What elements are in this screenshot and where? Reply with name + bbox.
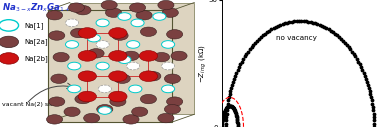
Circle shape: [118, 13, 131, 20]
Circle shape: [171, 51, 187, 61]
Circle shape: [78, 28, 96, 38]
Circle shape: [64, 107, 80, 116]
Circle shape: [49, 31, 65, 40]
Circle shape: [105, 8, 122, 17]
Circle shape: [65, 41, 79, 48]
Circle shape: [53, 52, 69, 62]
Text: no vacancy: no vacancy: [276, 35, 316, 41]
Text: Na$_{3-x}$Zn$_x$Ga$_{1+x}$S$_4$: Na$_{3-x}$Zn$_x$Ga$_{1+x}$S$_4$: [2, 1, 87, 14]
Circle shape: [88, 49, 104, 58]
Circle shape: [129, 85, 142, 93]
Circle shape: [167, 30, 183, 39]
Circle shape: [145, 72, 161, 81]
Circle shape: [109, 71, 127, 82]
Circle shape: [96, 41, 109, 48]
Circle shape: [87, 34, 101, 42]
Circle shape: [97, 105, 113, 114]
Circle shape: [110, 97, 126, 106]
Text: Na[2] vacancy
incorporated Na$_{2.8}$Zn$_{0.8}$Ga$_{1.2}$S$_4$: Na[2] vacancy incorporated Na$_{2.8}$Zn$…: [0, 126, 1, 127]
Circle shape: [158, 113, 174, 123]
Circle shape: [98, 107, 112, 114]
Circle shape: [96, 62, 109, 70]
Circle shape: [161, 85, 175, 93]
Circle shape: [132, 107, 148, 116]
Circle shape: [0, 36, 19, 48]
Circle shape: [98, 85, 112, 93]
Circle shape: [75, 94, 91, 104]
Circle shape: [96, 19, 109, 27]
Text: vacant Na(2) sites: vacant Na(2) sites: [2, 102, 60, 107]
Circle shape: [49, 97, 65, 106]
Text: Na[2a]: Na[2a]: [24, 38, 48, 45]
Circle shape: [167, 97, 183, 106]
Circle shape: [101, 0, 117, 10]
Text: Na[2b]: Na[2b]: [24, 55, 48, 62]
Circle shape: [123, 51, 139, 61]
Circle shape: [78, 91, 96, 102]
Circle shape: [153, 52, 170, 62]
Circle shape: [0, 53, 19, 64]
Text: Na[1]: Na[1]: [24, 22, 43, 29]
Circle shape: [118, 56, 131, 64]
Circle shape: [112, 31, 128, 40]
Circle shape: [46, 11, 63, 20]
FancyBboxPatch shape: [70, 3, 194, 114]
FancyBboxPatch shape: [48, 10, 172, 122]
Circle shape: [46, 115, 63, 124]
Circle shape: [139, 51, 158, 61]
Circle shape: [123, 115, 139, 124]
Circle shape: [78, 51, 96, 61]
Circle shape: [68, 85, 81, 93]
Circle shape: [164, 105, 181, 114]
Circle shape: [140, 27, 156, 36]
Circle shape: [68, 3, 85, 12]
Circle shape: [140, 94, 156, 104]
Circle shape: [75, 5, 91, 15]
Circle shape: [164, 74, 181, 83]
Circle shape: [68, 62, 81, 70]
Circle shape: [136, 11, 152, 20]
Circle shape: [139, 71, 158, 82]
Circle shape: [161, 41, 175, 48]
Circle shape: [131, 19, 144, 27]
Circle shape: [78, 71, 96, 82]
Circle shape: [71, 28, 87, 38]
Circle shape: [158, 0, 174, 10]
Circle shape: [127, 41, 140, 48]
Circle shape: [129, 3, 146, 12]
Circle shape: [51, 74, 67, 83]
Circle shape: [114, 74, 130, 83]
Circle shape: [109, 28, 127, 38]
Circle shape: [153, 13, 166, 20]
Circle shape: [0, 20, 19, 31]
Circle shape: [65, 19, 79, 27]
Circle shape: [84, 113, 100, 123]
Circle shape: [162, 8, 178, 17]
Y-axis label: $-Z_{img}$ (kΩ): $-Z_{img}$ (kΩ): [197, 44, 209, 83]
Circle shape: [161, 62, 175, 70]
Circle shape: [79, 72, 95, 81]
Circle shape: [127, 62, 140, 70]
Circle shape: [109, 91, 127, 102]
Circle shape: [109, 51, 127, 61]
